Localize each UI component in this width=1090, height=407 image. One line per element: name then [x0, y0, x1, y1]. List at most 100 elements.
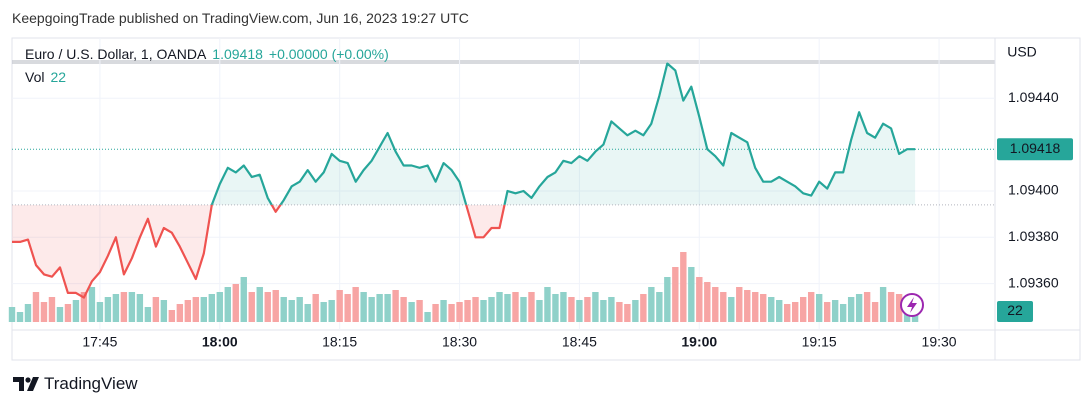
volume-bar [256, 287, 263, 322]
volume-bar [696, 277, 703, 322]
volume-bar [288, 300, 295, 322]
volume-bar [887, 292, 895, 322]
volume-bar [903, 310, 911, 322]
volume-bar [360, 292, 367, 322]
volume-legend: Vol 22 [25, 69, 66, 85]
volume-bar [879, 287, 887, 322]
symbol: Euro / U.S. Dollar, 1, OANDA [25, 46, 207, 62]
volume-bar [496, 292, 503, 322]
volume-bar [504, 294, 511, 322]
x-tick-label: 18:45 [562, 334, 597, 350]
x-tick-label: 19:30 [922, 334, 957, 350]
legend: Euro / U.S. Dollar, 1, OANDA 1.09418 +0.00… [25, 46, 389, 62]
alert-icon[interactable] [900, 293, 924, 317]
volume-bar [320, 302, 327, 322]
volume-bar [640, 294, 647, 322]
volume-bar [424, 312, 431, 322]
volume-tag-label: 22 [1007, 302, 1023, 318]
volume-label: Vol [25, 69, 45, 85]
price: 1.09418 [212, 46, 263, 62]
volume-bar [368, 297, 375, 322]
volume-bar [584, 297, 591, 322]
volume-bar [376, 294, 383, 322]
volume-bar [16, 312, 24, 322]
volume-bar [400, 297, 407, 322]
plot [8, 62, 995, 322]
volume-bar [784, 304, 791, 322]
volume-bar [120, 292, 128, 322]
volume-bar [528, 292, 535, 322]
brand: TradingView [44, 374, 138, 393]
volume-bar [568, 297, 575, 322]
volume-bar [688, 267, 695, 322]
price-line-down [12, 204, 506, 299]
volume-bar [895, 294, 903, 322]
volume-bar [160, 300, 168, 322]
price-tag-label: 1.09418 [1010, 140, 1061, 156]
volume-bar [336, 290, 343, 322]
area-down [12, 204, 505, 298]
volume-bar [208, 294, 215, 322]
axis-label: USD [1007, 44, 1037, 60]
volume-bar [600, 300, 607, 322]
volume-bar [248, 292, 255, 322]
x-tick-label: 19:15 [802, 334, 837, 350]
volume-bar [776, 300, 783, 322]
y-tick-label: 1.09380 [1008, 228, 1059, 244]
volume-bar [680, 252, 687, 322]
volume-bar [632, 300, 639, 322]
volume-bar [911, 314, 919, 322]
volume-bar [592, 292, 599, 322]
volume-bar [96, 302, 104, 322]
volume-bar [152, 297, 160, 322]
change: +0.00000 (+0.00%) [268, 46, 389, 62]
x-tick-label: 19:00 [681, 334, 717, 350]
volume-bar [616, 302, 623, 322]
volume-bar [24, 304, 32, 322]
volume-bar [544, 287, 551, 322]
volume-bar [440, 300, 447, 322]
volume-bar [88, 287, 96, 322]
volume-bar [480, 300, 487, 322]
y-tick-label: 1.09360 [1008, 274, 1059, 290]
x-tick-label: 17:45 [82, 334, 117, 350]
volume-bar [408, 302, 415, 322]
volume-bar [472, 297, 479, 322]
volume-bar [416, 300, 423, 322]
price-line-up [210, 62, 916, 205]
volume-bar [80, 292, 88, 322]
volume-bar [815, 294, 823, 322]
volume-bar [384, 294, 391, 322]
volume-bar [432, 304, 439, 322]
volume-bar [712, 287, 719, 322]
volume-bar [304, 304, 311, 322]
volume-bar [392, 290, 399, 322]
price-tag [997, 138, 1073, 161]
volume-bar [224, 287, 231, 322]
volume-bar [328, 300, 335, 322]
volume-bar [272, 290, 279, 322]
volume-bar [807, 292, 815, 322]
publisher: KeepgoingTrade published on TradingView.… [12, 10, 469, 26]
volume-bar [72, 300, 80, 322]
volume-bar [792, 302, 799, 322]
volume-bar [312, 294, 319, 322]
volume-bar [128, 292, 136, 322]
volume-bar [656, 292, 663, 322]
volume-bar [176, 304, 184, 322]
volume-bar [664, 277, 671, 322]
volume-bar [799, 297, 807, 322]
volume-bar [863, 292, 871, 322]
volume-bar [672, 267, 679, 322]
volume-bar [64, 304, 72, 322]
volume-bar [552, 294, 559, 322]
volume-bar [576, 300, 583, 322]
volume-bar [847, 297, 855, 322]
volume-bar [648, 287, 655, 322]
volume-bar [728, 297, 735, 322]
chart-frame [11, 37, 1081, 361]
volume-bar [464, 300, 471, 322]
volume-bar [536, 300, 543, 322]
volume-bar [855, 294, 863, 322]
